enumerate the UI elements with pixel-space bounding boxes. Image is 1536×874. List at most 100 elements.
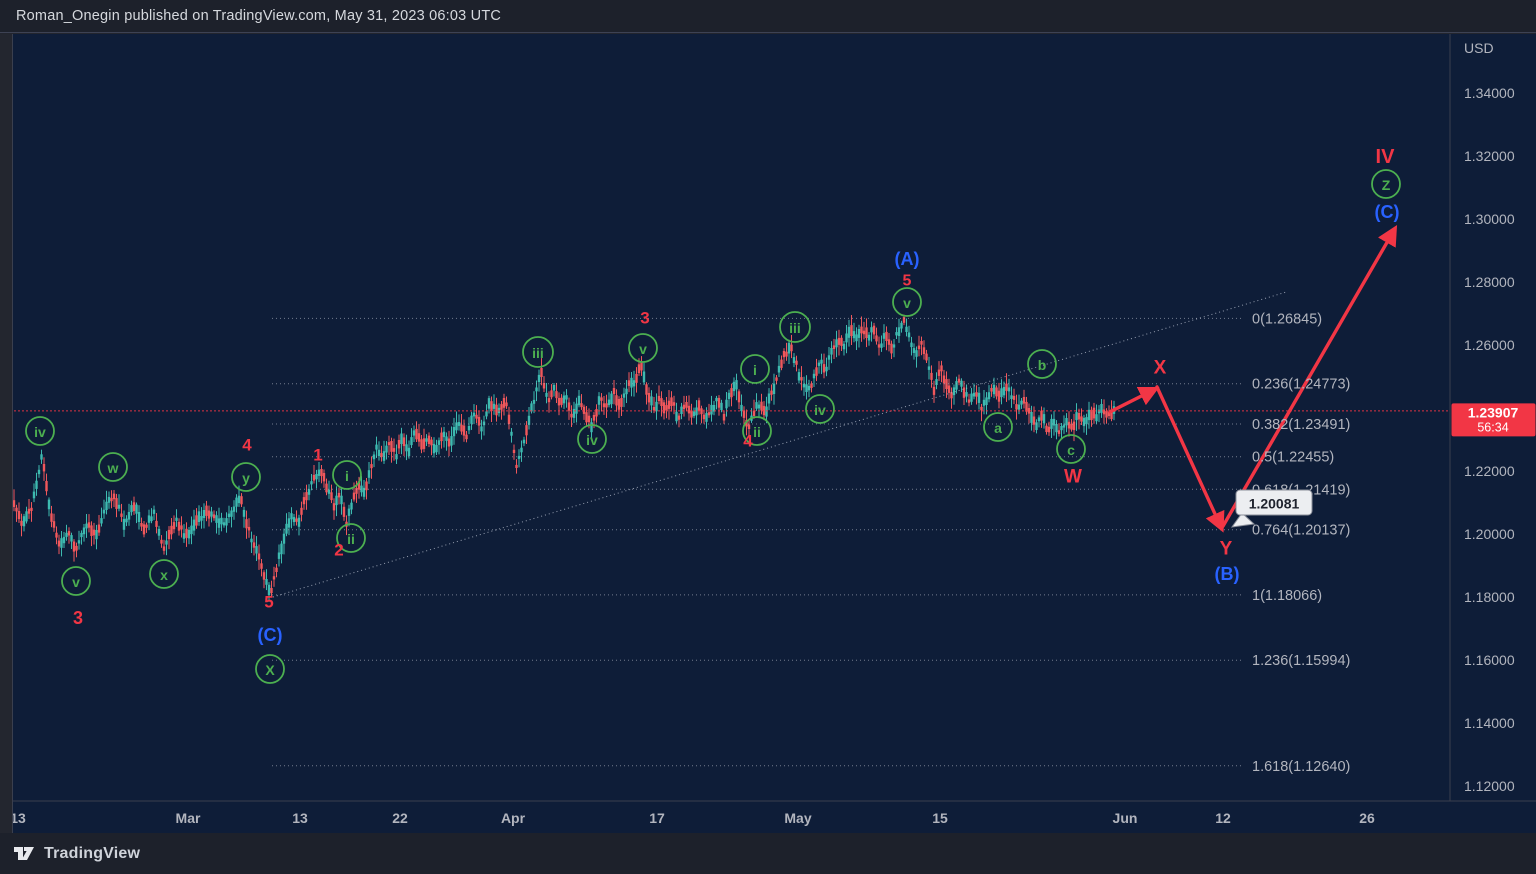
candle-body	[52, 521, 56, 528]
time-tick: May	[784, 810, 811, 826]
wave-label-iv: iv	[34, 424, 46, 440]
candle-body	[637, 364, 641, 373]
candle-body	[927, 366, 931, 370]
candle-body	[300, 507, 303, 515]
candle-body	[567, 402, 571, 411]
wave-circle	[577, 424, 607, 454]
candle-body	[685, 402, 688, 408]
candle-body	[132, 502, 136, 512]
candle-body	[842, 343, 846, 350]
candle-body	[255, 546, 258, 554]
candle-body	[270, 588, 273, 594]
candle-body	[575, 403, 578, 414]
candle-wick	[388, 435, 390, 455]
candle-body	[387, 442, 391, 446]
candle-body	[447, 438, 451, 447]
candle-body	[1105, 411, 1108, 418]
plot-area[interactable]	[13, 314, 1116, 602]
candle-body	[1002, 387, 1006, 396]
candle-body	[640, 361, 643, 371]
candle-body	[260, 563, 263, 569]
candle-body	[472, 412, 476, 417]
candle-body	[250, 538, 253, 543]
attribution-bar: Roman_Onegin published on TradingView.co…	[0, 0, 1536, 33]
wave-label-iv: iv	[586, 432, 598, 448]
candle-body	[947, 385, 951, 393]
tradingview-logo-icon[interactable]	[13, 843, 36, 864]
candle-body	[1110, 409, 1113, 420]
candle-body	[735, 380, 738, 390]
time-tick: 17	[649, 810, 665, 826]
candle-body	[37, 469, 41, 475]
candle-body	[202, 510, 206, 518]
candle-body	[192, 519, 196, 531]
candle-body	[312, 474, 316, 481]
candle-body	[550, 390, 553, 398]
wave-label-iv: iv	[814, 402, 826, 418]
candle-body	[905, 326, 908, 332]
candle-body	[667, 400, 671, 409]
candle-body	[30, 507, 33, 511]
candle-body	[530, 403, 533, 412]
candle-body	[892, 344, 896, 348]
candle-body	[332, 503, 336, 511]
candle-wick	[941, 360, 942, 383]
price-tick: 1.28000	[1464, 274, 1515, 290]
candle-wick	[678, 413, 680, 428]
candle-body	[225, 518, 228, 526]
left-margin-strip	[0, 34, 13, 833]
price-axis[interactable]: USD 1.34000 1.32000 1.30000 1.28000 1.26000 1.…	[1449, 34, 1536, 801]
candle-body	[1102, 409, 1106, 415]
candle-wick	[461, 414, 462, 435]
candle-body	[430, 439, 433, 446]
brand-name[interactable]: TradingView	[44, 844, 141, 862]
wave-label-iii: iii	[532, 345, 544, 361]
candle-body	[320, 469, 323, 477]
price-tick: 1.14000	[1464, 715, 1515, 731]
candle-body	[75, 545, 78, 551]
chart-canvas[interactable]: 0(1.26845) 0.236(1.24773) 0.382(1.23491) 0.…	[13, 34, 1536, 834]
candle-body	[665, 405, 668, 411]
candle-body	[657, 395, 661, 401]
candle-body	[1010, 395, 1013, 399]
time-tick: Jun	[1113, 810, 1138, 826]
candle-body	[227, 513, 231, 517]
candle-body	[215, 515, 218, 523]
candle-body	[482, 421, 486, 426]
candle-wick	[353, 482, 355, 502]
candle-body	[525, 425, 528, 436]
candle-body	[627, 380, 631, 386]
wave-label-IV: IV	[1376, 146, 1396, 168]
candle-body	[540, 368, 543, 377]
candle-body	[160, 539, 163, 544]
candle-wick	[581, 394, 582, 410]
candle-body	[1060, 426, 1063, 431]
candle-body	[607, 399, 611, 406]
candle-body	[87, 522, 91, 528]
candle-body	[27, 508, 31, 514]
candle-body	[807, 385, 811, 391]
candle-wick	[863, 321, 865, 340]
wave-label-(A): (A)	[895, 249, 920, 269]
candle-body	[15, 507, 18, 512]
candle-wick	[751, 408, 752, 423]
candle-body	[972, 392, 976, 397]
candle-body	[302, 497, 306, 505]
candle-body	[217, 518, 221, 528]
candle-body	[787, 342, 791, 354]
candle-body	[1020, 400, 1023, 405]
candle-body	[1025, 401, 1028, 412]
candle-wick	[296, 510, 297, 526]
candle-body	[962, 387, 966, 398]
wave-circle	[1027, 349, 1057, 379]
candle-body	[825, 366, 828, 372]
candle-body	[602, 403, 606, 408]
candle-body	[385, 445, 388, 453]
candle-body	[1047, 426, 1051, 433]
candle-wick	[758, 400, 760, 419]
wave-label-5: 5	[264, 593, 273, 612]
tooltip-tail	[1230, 512, 1256, 528]
candle-body	[1022, 397, 1026, 404]
projection-arrows	[1108, 225, 1398, 533]
candle-body	[157, 528, 161, 536]
